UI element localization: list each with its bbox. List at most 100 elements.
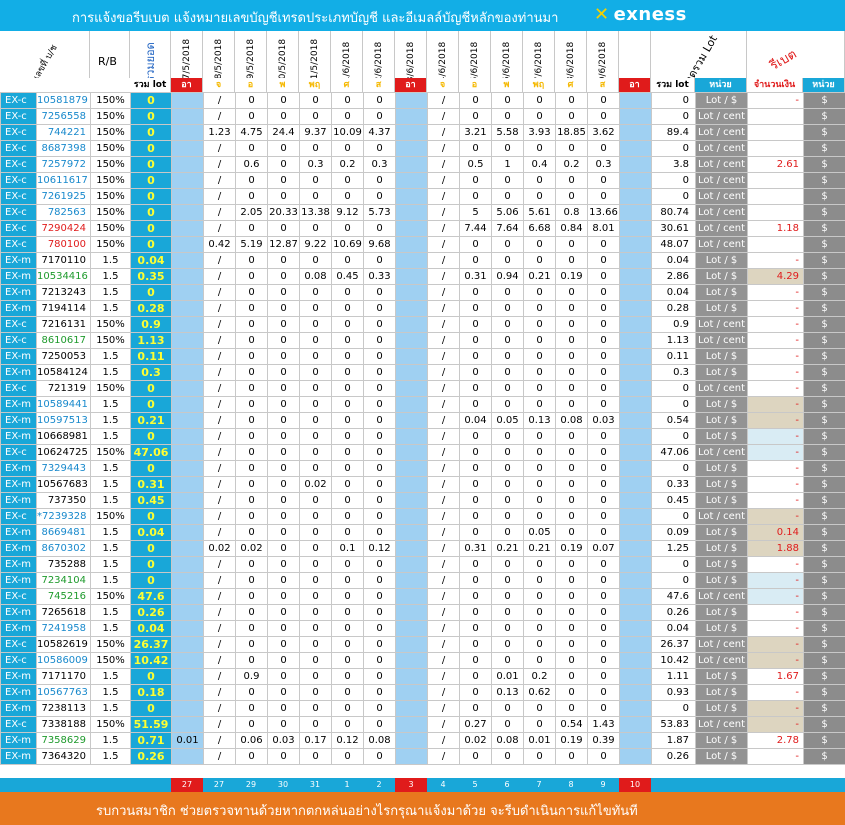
day-value: 0 [331,140,364,157]
day-value: 0 [587,284,620,301]
day-value: 0.03 [587,412,620,429]
rebate-amount [747,188,804,205]
account-type: EX-m [0,668,37,685]
day-value: 0 [555,300,588,317]
table-row: EX-m 10589441 1.5 0/0 0 0 0 0/0 0 0 0 0 0 Lot / $ - $ [0,396,845,413]
day-value: 0 [459,140,492,157]
day-value: 0.12 [363,540,396,557]
holiday-cell [619,556,652,573]
day-value [171,188,204,205]
day-value: / [203,156,236,173]
date-label: 5/6/2018 [469,41,480,82]
day-value: 13.38 [299,204,332,221]
day-value [171,684,204,701]
day-value: 0.21 [523,268,556,285]
currency-label: $ [803,668,845,685]
holiday-cell [619,124,652,141]
day-value: 0 [459,348,492,365]
day-value: / [203,460,236,477]
rebate-amount [747,124,804,141]
rebate-amount: 1.88 [747,540,804,557]
currency-label: $ [803,604,845,621]
day-value [171,156,204,173]
day-value: 0 [235,700,268,717]
rb-value: 1.5 [90,684,131,701]
account-number: 10624725 [36,444,91,461]
day-value: 0.12 [331,732,364,749]
day-value [395,364,428,381]
day-value: 0.4 [523,156,556,173]
day-value: 0 [267,316,300,333]
day-value: 0.19 [555,540,588,557]
day-value: 0 [459,668,492,685]
unit-label: Lot / cent [695,188,748,205]
day-value: 0 [363,428,396,445]
day-value: 0.2 [523,668,556,685]
day-value [395,652,428,669]
day-value: 0.94 [491,268,524,285]
footer-day: 27 [171,778,203,792]
day-value: / [427,620,460,637]
rb-value: 150% [90,188,131,205]
day-sublabel-2: อ [235,78,267,92]
sum-value: 51.59 [130,716,172,733]
rb-value: 1.5 [90,492,131,509]
day-value: 0 [523,460,556,477]
day-value: / [427,524,460,541]
day-value: 0 [363,316,396,333]
day-value: 0 [299,460,332,477]
holiday-cell [619,572,652,589]
day-value [395,188,428,205]
day-value: 0 [523,508,556,525]
day-value: 0 [331,492,364,509]
day-value: 0 [555,556,588,573]
rb-value: 150% [90,636,131,653]
day-value: / [427,732,460,749]
day-value: 7.44 [459,220,492,237]
rebate-amount: - [747,460,804,477]
account-type: EX-c [0,332,37,349]
day-value: 12.87 [267,236,300,253]
sum-value: 0 [130,108,172,125]
sum-lot-sublabel: รวม lot [130,78,171,92]
day-value [171,268,204,285]
rb-value: 1.5 [90,732,131,749]
rb-value: 150% [90,140,131,157]
day-value: / [427,300,460,317]
holiday-cell [619,444,652,461]
day-value: 0 [491,236,524,253]
day-value: 20.33 [267,204,300,221]
day-value: 0 [235,92,268,109]
day-value: 0 [267,108,300,125]
day-value: 0 [555,316,588,333]
account-number: 7256558 [36,108,91,125]
day-value [395,300,428,317]
day-value: 0 [491,172,524,189]
day-value: 0 [587,524,620,541]
table-row: EX-c 721319 150% 0/0 0 0 0 0/0 0 0 0 0 0 Lot / cent - $ [0,380,845,397]
account-number: 7194114 [36,300,91,317]
day-value: 0 [299,380,332,397]
day-value: 0 [363,604,396,621]
day-value: 0 [587,188,620,205]
footer-day: 29 [235,778,267,792]
day-value: 0 [299,188,332,205]
unit-label: Lot / $ [695,348,748,365]
day-value: 0 [363,252,396,269]
account-type: EX-c [0,220,37,237]
day-value: 0 [235,396,268,413]
day-value: 0 [587,300,620,317]
sum-value: 0 [130,700,172,717]
day-value: / [203,108,236,125]
account-type: EX-m [0,684,37,701]
day-value: 0 [459,556,492,573]
holiday-cell [619,652,652,669]
day-value: / [427,652,460,669]
account-number: 7338188 [36,716,91,733]
total-lot: 0 [651,700,696,717]
day-value [171,396,204,413]
day-value: 0 [299,748,332,765]
account-number: 782563 [36,204,91,221]
account-number: 8610617 [36,332,91,349]
unit-label: Lot / $ [695,668,748,685]
